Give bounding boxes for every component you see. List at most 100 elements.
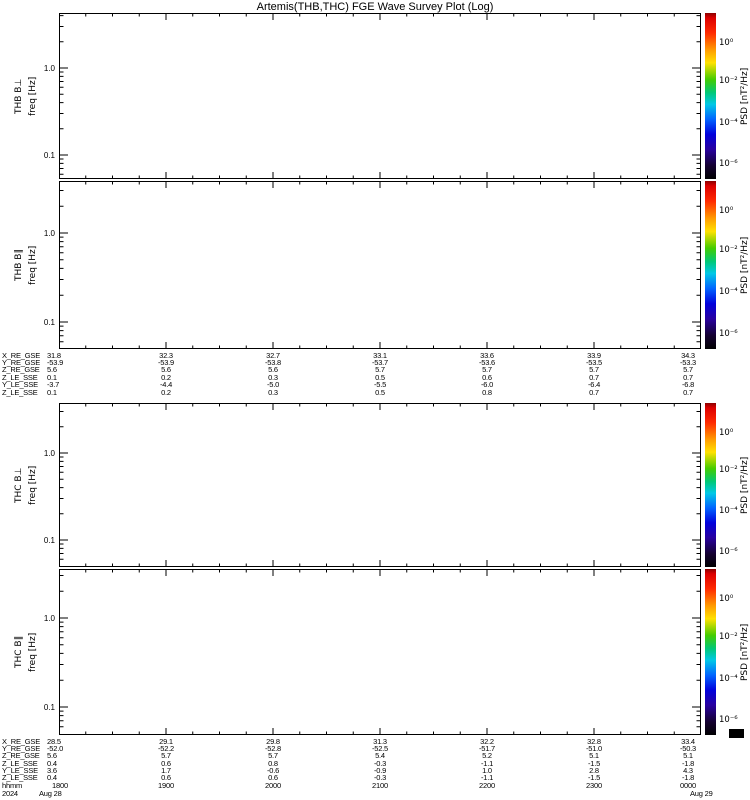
annotation-value: 0.1	[47, 388, 57, 397]
annotation-value: 0.6	[268, 773, 278, 782]
colorbar-tick-label: 10⁻⁶	[719, 328, 738, 339]
annotation-value: -0.3	[373, 773, 387, 782]
annotation-value: -50.3	[679, 744, 697, 753]
panel-axis-label: THC B∥	[14, 635, 24, 669]
ytick-label-1: 1.0	[43, 448, 55, 458]
annotation-value: 5.1	[683, 751, 693, 760]
annotation-value: 5.6	[47, 365, 57, 374]
panel-thc-bpar: THC B∥ freq [Hz] 1.0 0.1 10⁰ 10⁻² 10⁻⁴ 1…	[14, 569, 750, 735]
annotation-value: 5.6	[268, 365, 278, 374]
annotation-value: 0.1	[47, 373, 57, 382]
annotation-value: -53.9	[157, 358, 175, 367]
colorbar-tick-label: 10⁻⁶	[719, 159, 738, 170]
year-label: 2024	[2, 789, 18, 798]
annotation-value: 32.2	[480, 737, 494, 746]
axis-ticks	[59, 13, 701, 179]
axis-ticks	[59, 403, 701, 567]
annotation-value: 31.8	[47, 351, 61, 360]
annotation-value: 28.5	[47, 737, 61, 746]
annotation-value: -0.6	[266, 766, 280, 775]
time-tick-label: 0000	[680, 781, 696, 790]
colorbar-tick-label: 10⁻²	[719, 632, 738, 643]
annotation-value: 29.8	[266, 737, 280, 746]
annotation-value: 4.3	[683, 766, 693, 775]
psd-colorbar	[705, 569, 716, 735]
annotation-value: 1.7	[161, 766, 171, 775]
colorbar-axis-label: PSD [nT²/Hz]	[740, 623, 750, 681]
annotation-row-label: X_RE_GSE	[2, 737, 41, 746]
annotation-value: -53.7	[371, 358, 389, 367]
colorbar-axis-label: PSD [nT²/Hz]	[740, 456, 750, 514]
annotation-value: -53.6	[478, 358, 496, 367]
annotation-value: 0.7	[589, 373, 599, 382]
annotation-row-label: Y_LE_SSE	[2, 766, 38, 775]
annotation-value: -53.9	[47, 358, 64, 367]
panel-thc-bperp: THC B⊥ freq [Hz] 1.0 0.1 10⁰ 10⁻² 10⁻⁴ 1…	[14, 403, 750, 567]
annotation-value: 5.7	[268, 751, 278, 760]
annotation-value: 0.3	[268, 388, 278, 397]
annotation-value: 5.4	[375, 751, 385, 760]
annotation-value: -52.5	[371, 744, 389, 753]
axis-ticks	[59, 181, 701, 349]
annotation-value: -52.0	[47, 744, 64, 753]
colorbar-tick-label: 10⁻⁶	[719, 547, 738, 558]
colorbar-tick-label: 10⁰	[719, 427, 734, 438]
plot-title: Artemis(THB,THC) FGE Wave Survey Plot (L…	[256, 1, 494, 13]
annotation-value: 0.4	[47, 759, 57, 768]
annotation-value: -51.7	[478, 744, 496, 753]
annotation-value: 0.5	[375, 373, 385, 382]
colorbar-axis-label: PSD [nT²/Hz]	[740, 67, 750, 125]
annotation-value: -52.2	[157, 744, 175, 753]
annotation-value: 5.6	[47, 751, 57, 760]
annotation-value: -5.5	[373, 380, 387, 389]
ytick-label-1: 1.0	[43, 228, 55, 238]
psd-colorbar	[705, 403, 716, 567]
annotation-value: -53.3	[679, 358, 697, 367]
annotation-value: -0.9	[373, 766, 387, 775]
annotation-row-label: X_RE_GSE	[2, 351, 41, 360]
panel-thb-bperp: THB B⊥ freq [Hz] 1.0 0.1 10⁰ 10⁻² 10⁻⁴ 1…	[14, 13, 750, 179]
annotation-value: 5.7	[161, 751, 171, 760]
annotation-value: 5.7	[589, 365, 599, 374]
annotation-value: 0.2	[161, 373, 171, 382]
colorbar-tick-label: 10⁻⁴	[719, 506, 738, 517]
annotation-value: 29.1	[159, 737, 173, 746]
annotation-value: 32.7	[266, 351, 280, 360]
annotation-value: 33.1	[373, 351, 387, 360]
annotation-value: -53.5	[585, 358, 603, 367]
annotation-value: -1.8	[681, 759, 695, 768]
annotation-value: 0.6	[482, 373, 492, 382]
time-tick-label: 1800	[52, 781, 68, 790]
colorbar-axis-label: PSD [nT²/Hz]	[740, 236, 750, 294]
annotation-value: 0.7	[683, 388, 693, 397]
annotation-value: 0.4	[47, 773, 57, 782]
colorbar-tick-label: 10⁰	[719, 593, 734, 604]
ytick-label-0p1: 0.1	[43, 535, 55, 545]
annotation-value: -1.8	[681, 773, 695, 782]
annotation-value: 5.6	[161, 365, 171, 374]
annotation-value: -3.7	[47, 380, 60, 389]
annotation-value: 0.6	[161, 773, 171, 782]
annotation-value: 33.4	[681, 737, 695, 746]
annotation-value: -1.1	[480, 759, 494, 768]
colorbar-tick-label: 10⁰	[719, 206, 734, 217]
annotation-value: 0.3	[268, 373, 278, 382]
psd-colorbar	[705, 13, 716, 179]
annotation-value: 34.3	[681, 351, 695, 360]
annotation-value: 32.3	[159, 351, 173, 360]
annotation-value: 32.8	[587, 737, 601, 746]
annotation-value: -51.0	[585, 744, 603, 753]
colorbar-tick-label: 10⁻⁴	[719, 673, 738, 684]
panel-axis-label: THC B⊥	[14, 467, 24, 503]
annotation-value: 0.5	[375, 388, 385, 397]
time-tick-label: 1900	[158, 781, 174, 790]
colorbar-tick-label: 10⁻²	[719, 465, 738, 476]
annotation-value: 5.7	[482, 365, 492, 374]
annotation-row-label: Y_RE_GSE	[2, 744, 41, 753]
annotation-value: 0.6	[161, 759, 171, 768]
time-tick-label: 2300	[586, 781, 602, 790]
annotation-value: 33.9	[587, 351, 601, 360]
annotation-value: 5.1	[589, 751, 599, 760]
corner-mark	[729, 729, 744, 738]
annotation-value: -4.4	[159, 380, 173, 389]
